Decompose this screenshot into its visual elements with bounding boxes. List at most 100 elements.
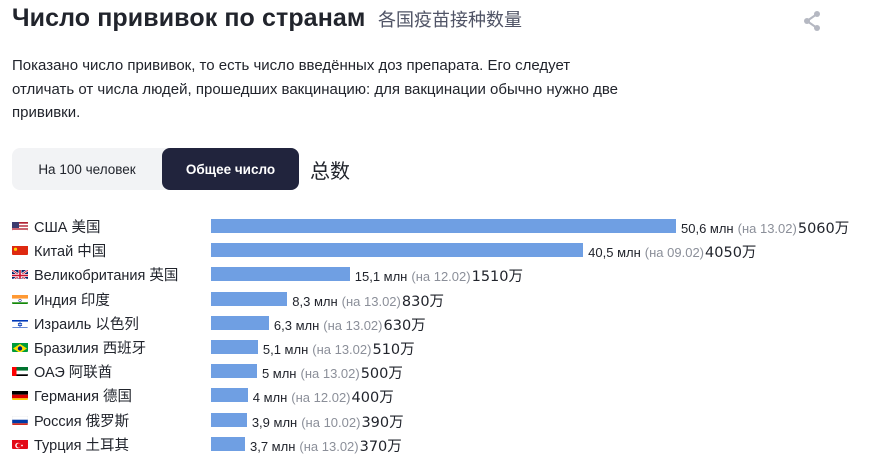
country-name: Бразилия xyxy=(34,341,99,357)
flag-ae-icon xyxy=(12,365,28,377)
value-text: 3,9 млн xyxy=(251,414,298,430)
country-name-cn: 俄罗斯 xyxy=(85,413,130,430)
value-text: 40,5 млн xyxy=(588,245,641,261)
chart-row: Германия 德国 4 млн (на 12.02)400万 xyxy=(0,383,874,407)
value-date: (на 13.02) xyxy=(300,366,360,382)
flag-gb-icon xyxy=(12,268,28,280)
country-label: США 美国 xyxy=(34,216,100,237)
value-date: (на 09.02) xyxy=(644,245,705,261)
value-date: (на 13.02) xyxy=(737,221,797,236)
country-label: Китай 中国 xyxy=(34,240,106,261)
bar xyxy=(211,315,269,330)
value-text-cn: 630万 xyxy=(383,317,426,334)
chart-row: Китай 中国 40,5 млн (на 09.02)4050万 xyxy=(0,238,874,262)
tab-group: На 100 человек Общее число xyxy=(12,148,299,190)
flag-cn-icon xyxy=(12,244,28,256)
value-text: 8,3 млн xyxy=(292,293,338,309)
bar-chart: США 美国 50,6 млн (на 13.02)5060万 Китай 中国 40,… xyxy=(0,214,874,458)
value-date: (на 13.02) xyxy=(312,342,372,357)
value-date: (на 12.02) xyxy=(291,390,351,406)
tab-per-100[interactable]: На 100 человек xyxy=(38,161,136,177)
value-date: (на 12.02) xyxy=(411,269,471,285)
value-label: 15,1 млн (на 12.02)1510万 xyxy=(355,265,523,286)
country-name-cn: 以色列 xyxy=(95,316,139,333)
value-text-cn: 370万 xyxy=(359,438,402,455)
value-date: (на 13.02) xyxy=(323,317,383,333)
country-name-cn: 英国 xyxy=(149,268,179,285)
bar xyxy=(211,364,257,379)
country-label: Бразилия 西班牙 xyxy=(34,337,146,358)
chart-row: Турция 土耳其 3,7 млн (на 13.02)370万 xyxy=(0,432,874,456)
header: Число прививок по странам 各国疫苗接种数量 xyxy=(12,4,862,44)
chart-row: Индия 印度 8,3 млн (на 13.02)830万 xyxy=(0,287,874,311)
value-date: (на 13.02) xyxy=(341,293,401,309)
page-title: Число прививок по странам xyxy=(12,4,366,32)
bar xyxy=(211,340,258,354)
flag-tr-icon xyxy=(12,438,28,449)
country-name-cn: 中国 xyxy=(77,244,107,261)
country-name-cn: 土耳其 xyxy=(85,437,129,454)
value-text: 5,1 млн xyxy=(262,342,309,357)
share-icon[interactable] xyxy=(802,10,822,32)
bar xyxy=(211,388,248,403)
country-label: Израиль 以色列 xyxy=(34,313,139,334)
value-label: 8,3 млн (на 13.02)830万 xyxy=(292,290,444,311)
value-label: 3,9 млн (на 10.02)390万 xyxy=(252,411,404,432)
country-label: Индия 印度 xyxy=(34,289,110,310)
value-label: 3,7 млн (на 13.02)370万 xyxy=(250,435,402,456)
value-text-cn: 510万 xyxy=(372,342,415,358)
page-subtitle-cn: 各国疫苗接种数量 xyxy=(377,9,522,31)
value-label: 5 млн (на 13.02)500万 xyxy=(262,362,403,383)
value-text: 6,3 млн xyxy=(273,317,320,333)
value-text-cn: 500万 xyxy=(360,366,403,383)
country-name: Израиль xyxy=(34,316,92,333)
value-text: 5 млн xyxy=(261,366,297,382)
value-text-cn: 5060万 xyxy=(797,221,850,237)
value-text: 15,1 млн xyxy=(354,269,408,285)
value-text: 50,6 млн xyxy=(681,221,734,236)
country-label: Германия 德国 xyxy=(34,385,132,406)
bar xyxy=(211,267,350,282)
country-name-cn: 美国 xyxy=(71,220,101,236)
country-name: Германия xyxy=(34,389,100,406)
value-text-cn: 400万 xyxy=(351,390,394,407)
country-name: ОАЭ xyxy=(34,365,65,382)
value-text: 4 млн xyxy=(252,390,288,406)
chart-row: Великобритания 英国 15,1 млн (на 12.02)1510万 xyxy=(0,262,874,286)
country-name: Турция xyxy=(34,437,82,454)
country-name: Великобритания xyxy=(34,268,146,285)
bar xyxy=(211,219,676,233)
country-name: США xyxy=(34,220,68,236)
value-label: 4 млн (на 12.02)400万 xyxy=(253,386,394,407)
tab-total[interactable]: Общее число xyxy=(162,148,299,190)
value-label: 6,3 млн (на 13.02)630万 xyxy=(274,314,426,335)
bar xyxy=(211,243,584,258)
bar xyxy=(211,436,245,451)
country-label: Россия 俄罗斯 xyxy=(34,410,129,431)
tab-caption-cn: 总数 xyxy=(310,159,350,183)
value-label: 50,6 млн (на 13.02)5060万 xyxy=(681,217,849,238)
flag-in-icon xyxy=(12,293,28,304)
chart-row: Россия 俄罗斯 3,9 млн (на 10.02)390万 xyxy=(0,408,874,432)
bar xyxy=(211,291,288,306)
country-name: Индия xyxy=(34,292,77,309)
country-label: Великобритания 英国 xyxy=(34,264,178,285)
country-name-cn: 阿联酋 xyxy=(68,365,113,382)
value-text-cn: 390万 xyxy=(361,414,404,431)
chart-row: США 美国 50,6 млн (на 13.02)5060万 xyxy=(0,214,874,238)
chart-row: Израиль 以色列 6,3 млн (на 13.02)630万 xyxy=(0,311,874,335)
chart-row: Бразилия 西班牙 5,1 млн (на 13.02)510万 xyxy=(0,335,874,359)
chart-row: ОАЭ 阿联酋 5 млн (на 13.02)500万 xyxy=(0,359,874,383)
flag-us-icon xyxy=(12,220,28,231)
flag-ru-icon xyxy=(12,414,28,425)
value-text: 3,7 млн xyxy=(250,438,296,454)
country-name: Китай xyxy=(34,244,74,261)
value-date: (на 10.02) xyxy=(301,414,361,430)
value-label: 40,5 млн (на 09.02)4050万 xyxy=(588,241,756,262)
flag-il-icon xyxy=(12,317,28,328)
country-name-cn: 印度 xyxy=(80,292,110,309)
value-text-cn: 1510万 xyxy=(471,269,523,286)
country-name: Россия xyxy=(34,413,82,430)
country-name-cn: 西班牙 xyxy=(102,341,147,357)
country-name-cn: 德国 xyxy=(103,389,133,406)
